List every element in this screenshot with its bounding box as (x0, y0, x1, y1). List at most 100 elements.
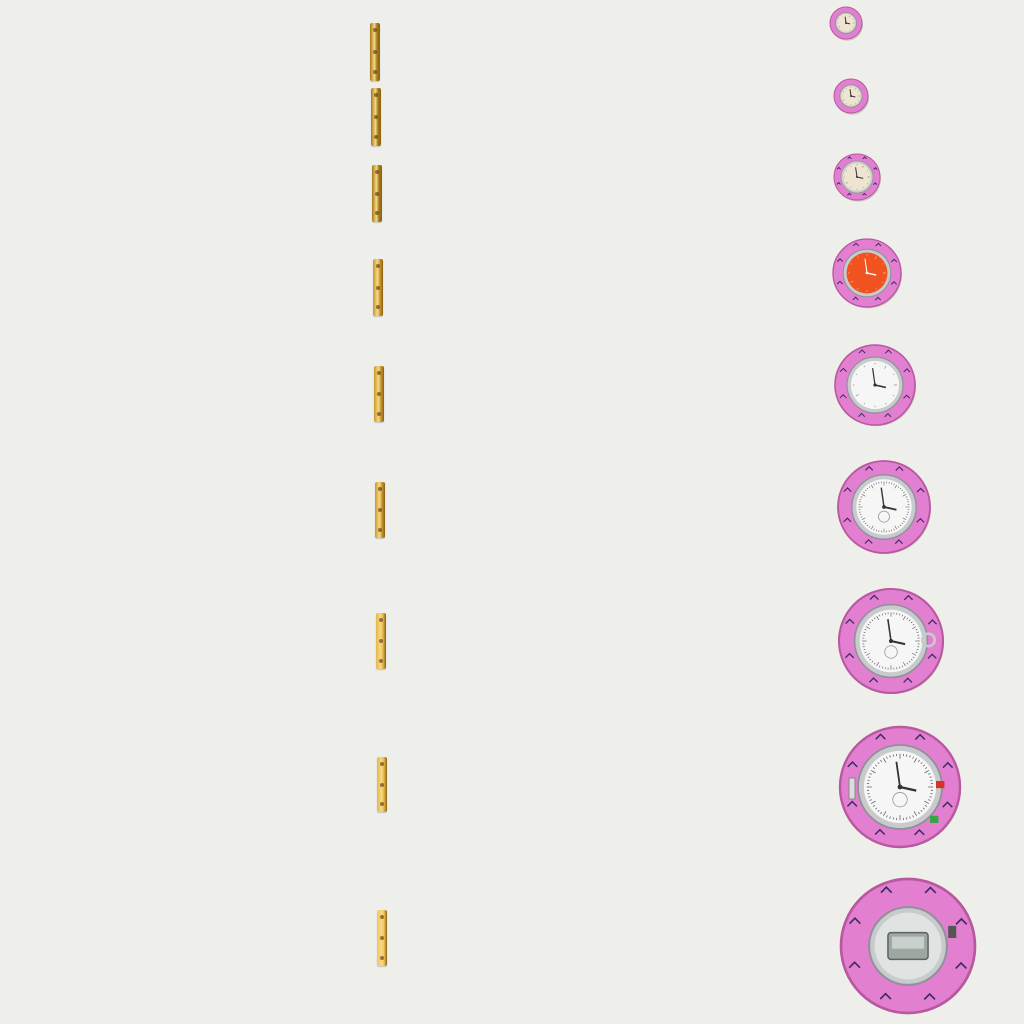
dial-tick (864, 522, 867, 525)
case-mark (894, 539, 903, 545)
dial-tick (857, 288, 859, 290)
brass-plate (371, 88, 381, 146)
case-mark (874, 828, 886, 836)
plate-rivet (379, 618, 383, 622)
dial-tick (850, 280, 854, 283)
dial-tick (889, 816, 891, 819)
case-mark (916, 487, 925, 493)
dial-tick (875, 288, 877, 290)
stopwatch-photo (829, 6, 863, 41)
plate-rivet (379, 659, 383, 663)
dial-tick (902, 517, 907, 520)
dial-tick (902, 615, 906, 621)
dial-tick (871, 770, 876, 774)
dial-tick (866, 487, 869, 490)
dial-tick (902, 661, 906, 667)
dial-tick (894, 525, 897, 530)
dial-tick (917, 811, 920, 815)
dial-tick (911, 626, 917, 630)
plate-rivet (377, 371, 381, 375)
dial-tick (917, 759, 920, 763)
dial-tick (868, 486, 871, 488)
case-mark (880, 886, 893, 894)
dial-tick (864, 651, 867, 653)
dial-tick (922, 764, 925, 767)
plate-rivet (373, 70, 377, 74)
stopwatch-photo (833, 78, 869, 115)
dial-tick (867, 656, 870, 659)
dial-tick (879, 665, 881, 668)
crown-ring (920, 632, 936, 648)
dial-tick (859, 498, 862, 500)
dial-tick (912, 815, 914, 818)
hour-hand (899, 785, 917, 792)
dial-tick (899, 613, 901, 616)
dial-tick (869, 773, 872, 775)
stopwatch-photo (834, 344, 916, 427)
case-mark (839, 367, 847, 372)
hand-pivot (856, 176, 858, 178)
dial-tick (915, 629, 918, 631)
hour-hand (866, 272, 877, 276)
digital-screen (891, 936, 925, 949)
dial-tick (912, 623, 915, 626)
hand-pivot (897, 784, 903, 790)
side-clip (848, 777, 856, 800)
dial-tick (910, 621, 913, 624)
dial-tick (855, 373, 858, 375)
dial-tick (876, 615, 880, 621)
plate-rivet (380, 783, 384, 787)
case-mark (942, 761, 954, 769)
dial-tick (871, 800, 876, 804)
case-mark (927, 619, 938, 625)
case-mark (845, 618, 855, 625)
case-mark (836, 166, 841, 170)
hour-hand (890, 639, 906, 646)
plate-rivet (375, 170, 379, 174)
dial-tick (920, 809, 923, 812)
case-mark (836, 181, 841, 185)
plate-rivet (373, 28, 377, 32)
dial-tick (863, 631, 866, 633)
case-mark (848, 917, 861, 925)
dial-tick (869, 799, 872, 801)
plate-rivet (380, 762, 384, 766)
dial-tick (863, 365, 865, 368)
case-mark (843, 517, 852, 523)
dial-tick (905, 516, 908, 518)
stopwatch-photo (837, 587, 945, 695)
case-mark (873, 182, 878, 186)
dial-tick (863, 649, 866, 651)
dial-tick (885, 402, 887, 405)
dial-tick (864, 629, 867, 631)
dial-tick (873, 483, 875, 486)
stopwatch-photo (838, 725, 962, 849)
dial-tick (881, 613, 883, 616)
red-button (936, 781, 945, 789)
case-mark (844, 652, 855, 659)
case-mark (847, 156, 852, 160)
dial-tick (882, 263, 884, 265)
case-mark (873, 167, 878, 170)
plate-rivet (374, 115, 378, 119)
case-mark (923, 992, 936, 1000)
case-mark (858, 412, 866, 418)
dial-tick (872, 804, 876, 807)
dial-tick (906, 617, 909, 620)
dial-tick (877, 809, 880, 812)
dial-tick (857, 256, 859, 258)
dial-tick (869, 658, 872, 661)
brass-plate (375, 482, 385, 538)
hand-pivot (845, 22, 847, 24)
green-button (930, 815, 939, 823)
dial-tick (868, 776, 871, 778)
case-mark (895, 466, 904, 471)
case-mark (862, 156, 867, 160)
hand-pivot (882, 505, 886, 509)
plate-rivet (375, 211, 379, 215)
brass-plate (373, 259, 383, 316)
case-mark (903, 677, 913, 683)
case-mark (847, 761, 858, 768)
plate-rivet (380, 915, 384, 919)
dial-tick (879, 614, 881, 617)
